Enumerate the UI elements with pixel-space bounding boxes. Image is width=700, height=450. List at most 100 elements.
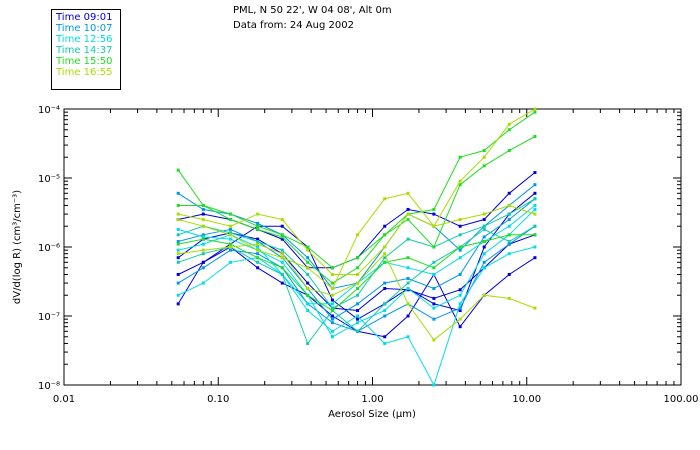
data-point bbox=[507, 296, 511, 300]
legend-entry: Time 10:07 bbox=[56, 23, 113, 34]
data-point bbox=[533, 183, 537, 187]
data-point bbox=[228, 248, 232, 252]
data-point bbox=[356, 233, 360, 237]
data-point bbox=[507, 272, 511, 276]
data-point bbox=[482, 149, 486, 153]
data-point bbox=[458, 179, 462, 183]
data-point bbox=[507, 218, 511, 222]
data-point bbox=[256, 252, 260, 256]
data-point bbox=[432, 207, 436, 211]
data-point bbox=[458, 256, 462, 260]
data-point bbox=[306, 256, 310, 260]
data-point bbox=[406, 281, 410, 285]
y-tick-label: 10⁻⁸ bbox=[38, 381, 60, 392]
legend-entry: Time 15:50 bbox=[56, 56, 113, 67]
data-point bbox=[533, 171, 537, 175]
data-point bbox=[256, 248, 260, 252]
data-point bbox=[533, 245, 537, 249]
data-point bbox=[356, 309, 360, 313]
data-point bbox=[432, 338, 436, 342]
data-point bbox=[330, 298, 334, 302]
data-point bbox=[432, 306, 436, 310]
plot-frame bbox=[63, 108, 682, 386]
data-point bbox=[306, 281, 310, 285]
data-point bbox=[176, 272, 180, 276]
data-point bbox=[280, 218, 284, 222]
data-point bbox=[533, 107, 537, 111]
data-point bbox=[432, 224, 436, 228]
data-point bbox=[176, 242, 180, 246]
data-point bbox=[256, 256, 260, 260]
data-point bbox=[356, 281, 360, 285]
data-point bbox=[458, 245, 462, 249]
data-point bbox=[406, 314, 410, 318]
data-point bbox=[280, 252, 284, 256]
data-point bbox=[201, 233, 205, 237]
data-point bbox=[356, 321, 360, 325]
data-point bbox=[330, 306, 334, 310]
data-point bbox=[406, 302, 410, 306]
data-point bbox=[458, 155, 462, 159]
data-point bbox=[406, 335, 410, 339]
data-point bbox=[201, 212, 205, 216]
data-point bbox=[280, 266, 284, 270]
data-point bbox=[176, 252, 180, 256]
data-point bbox=[201, 218, 205, 222]
data-point bbox=[256, 240, 260, 244]
data-point bbox=[482, 235, 486, 239]
data-point bbox=[201, 237, 205, 241]
data-point bbox=[507, 242, 511, 246]
data-point bbox=[330, 317, 334, 321]
data-point bbox=[383, 287, 387, 291]
data-point bbox=[482, 227, 486, 231]
x-axis-label: Aerosol Size (µm) bbox=[328, 409, 416, 420]
data-point bbox=[458, 306, 462, 310]
data-point bbox=[432, 212, 436, 216]
data-point bbox=[458, 248, 462, 252]
data-point bbox=[458, 309, 462, 313]
data-point bbox=[306, 293, 310, 297]
data-point bbox=[330, 335, 334, 339]
data-point bbox=[228, 231, 232, 235]
data-point bbox=[280, 272, 284, 276]
data-point bbox=[533, 224, 537, 228]
y-tick-label: 10⁻⁵ bbox=[38, 174, 60, 185]
data-point bbox=[201, 252, 205, 256]
data-point bbox=[330, 309, 334, 313]
tick-labels: 0.01 0.10 1.00 10.00 100.00 10⁻⁸ 10⁻⁷ 10⁻⁶ 10⁻⁵ 1… bbox=[38, 105, 699, 405]
data-point bbox=[432, 266, 436, 270]
data-point bbox=[176, 227, 180, 231]
data-point bbox=[176, 212, 180, 216]
data-point bbox=[383, 197, 387, 201]
data-point bbox=[432, 245, 436, 249]
data-point bbox=[356, 256, 360, 260]
data-point bbox=[356, 317, 360, 321]
data-point bbox=[330, 287, 334, 291]
data-point bbox=[383, 233, 387, 237]
data-point bbox=[482, 155, 486, 159]
data-point bbox=[330, 266, 334, 270]
legend: Time 09:01 Time 10:07 Time 12:56 Time 14… bbox=[51, 9, 121, 90]
data-point bbox=[201, 235, 205, 239]
data-point bbox=[533, 191, 537, 195]
data-point bbox=[383, 260, 387, 264]
data-point bbox=[458, 272, 462, 276]
data-point bbox=[256, 227, 260, 231]
data-point bbox=[533, 256, 537, 260]
data-point bbox=[406, 207, 410, 211]
data-point bbox=[383, 224, 387, 228]
data-point bbox=[330, 272, 334, 276]
data-point bbox=[176, 168, 180, 172]
legend-entry: Time 14:37 bbox=[56, 45, 113, 56]
data-point bbox=[482, 164, 486, 168]
y-tick-label: 10⁻⁶ bbox=[38, 243, 60, 254]
data-point bbox=[432, 383, 436, 387]
data-date: Data from: 24 Aug 2002 bbox=[233, 20, 354, 31]
data-point bbox=[228, 233, 232, 237]
data-point bbox=[176, 203, 180, 207]
data-point bbox=[507, 122, 511, 126]
data-point bbox=[306, 341, 310, 345]
data-point bbox=[432, 302, 436, 306]
data-point bbox=[256, 221, 260, 225]
data-point bbox=[507, 252, 511, 256]
